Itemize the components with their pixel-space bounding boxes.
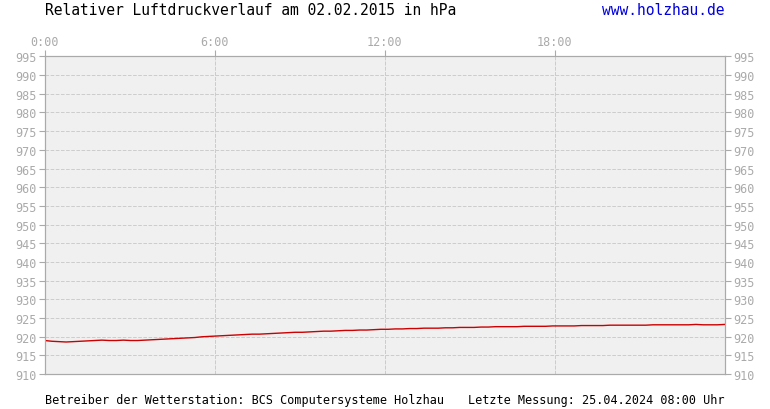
Text: Betreiber der Wetterstation: BCS Computersysteme Holzhau: Betreiber der Wetterstation: BCS Compute… bbox=[45, 393, 444, 406]
Text: www.holzhau.de: www.holzhau.de bbox=[602, 3, 725, 18]
Text: Letzte Messung: 25.04.2024 08:00 Uhr: Letzte Messung: 25.04.2024 08:00 Uhr bbox=[468, 393, 725, 406]
Text: Relativer Luftdruckverlauf am 02.02.2015 in hPa: Relativer Luftdruckverlauf am 02.02.2015… bbox=[45, 3, 456, 18]
